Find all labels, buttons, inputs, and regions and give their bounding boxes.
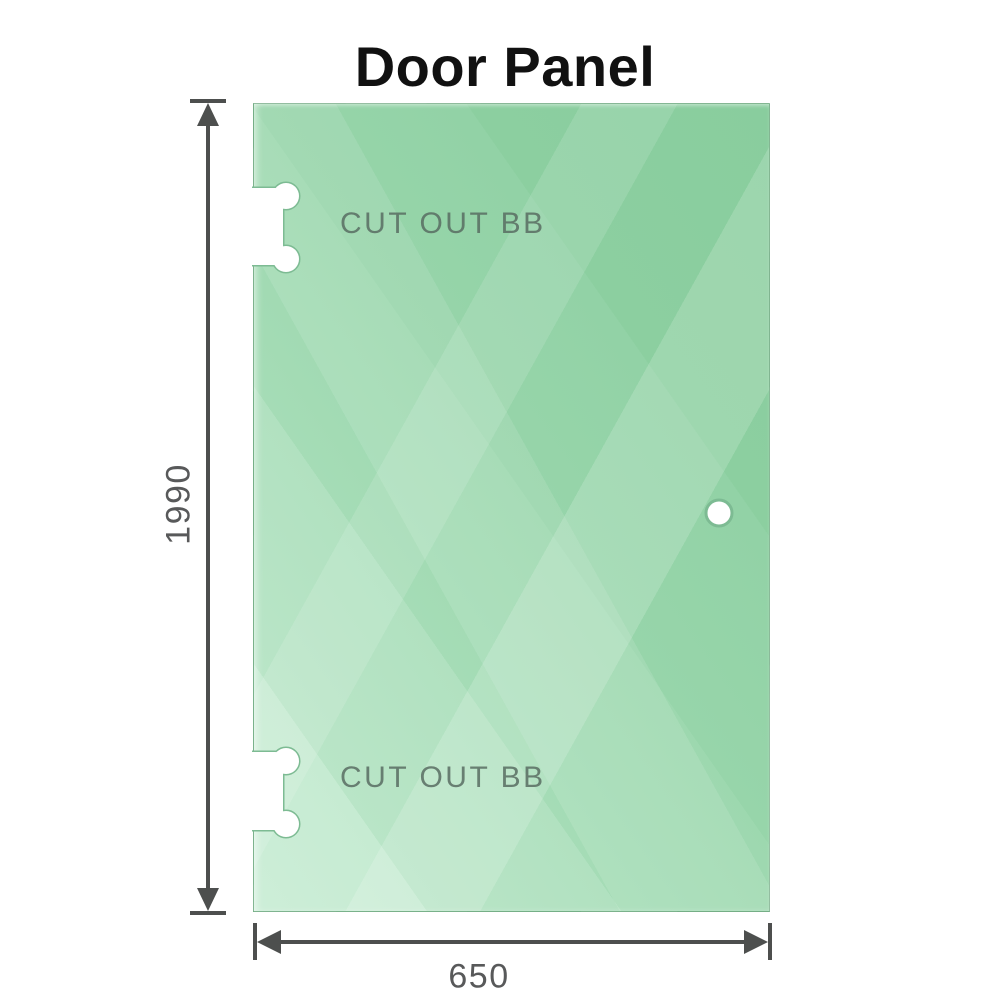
width-dimension-arrow bbox=[253, 923, 772, 960]
width-dimension-label: 650 bbox=[448, 957, 510, 996]
height-dimension-label: 1990 bbox=[159, 463, 198, 545]
page-title: Door Panel bbox=[354, 35, 656, 98]
bottom-cutout-label: CUT OUT BB bbox=[340, 761, 546, 794]
door-panel-glass bbox=[253, 103, 770, 912]
top-cutout-label: CUT OUT BB bbox=[340, 207, 546, 240]
